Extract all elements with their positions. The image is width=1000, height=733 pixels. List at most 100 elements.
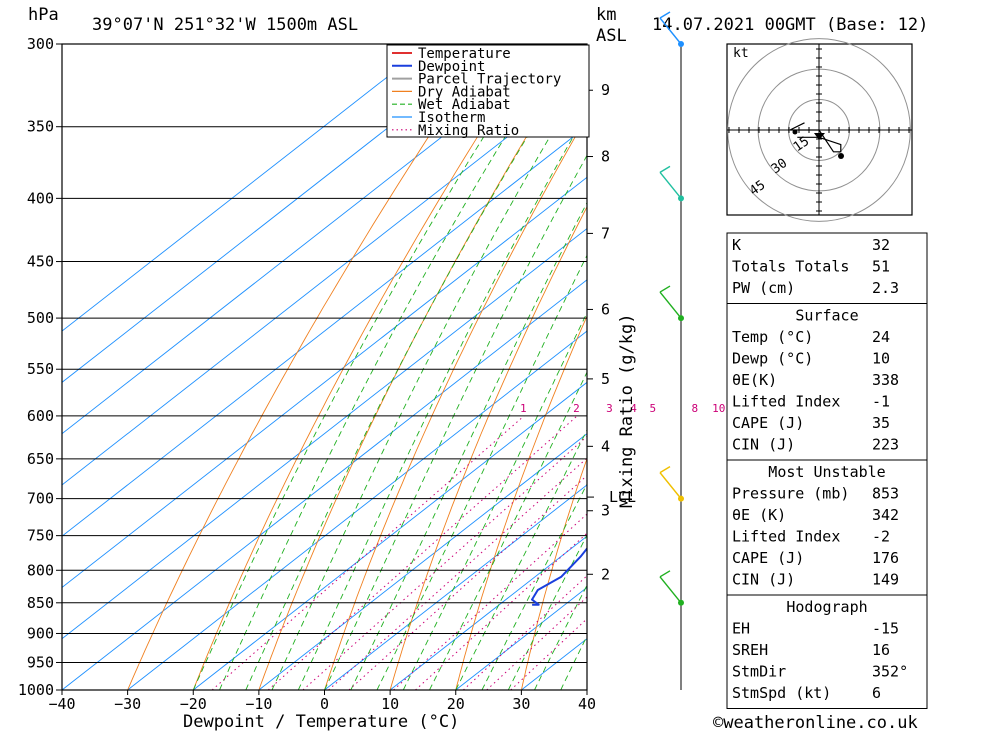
dewpoint-line: [531, 546, 587, 606]
wind-barb-flag: [659, 570, 671, 578]
wind-barb-flag: [659, 285, 671, 293]
legend-label: Isotherm: [418, 110, 485, 126]
hodograph-start-dot: [792, 129, 798, 135]
x-tick-label: 10: [381, 695, 399, 713]
isotherm-line: [62, 279, 587, 690]
surface-row-label: Temp (°C): [732, 328, 813, 346]
km-unit-label: km: [596, 5, 616, 25]
most-unstable-row-value: 342: [872, 506, 899, 524]
wet-adiabat-line: [507, 534, 587, 690]
hodograph-table-row-value: 352°: [872, 663, 908, 681]
most-unstable-row-value: -2: [872, 528, 890, 546]
km-tick-label: 4: [601, 437, 610, 455]
hodograph-table-row-value: 16: [872, 641, 890, 659]
pressure-tick-label: 900: [27, 624, 54, 642]
asl-unit-label: ASL: [596, 26, 627, 46]
pressure-tick-label: 1000: [18, 681, 54, 699]
dry-adiabat-line: [192, 44, 537, 690]
most-unstable-row-value: 176: [872, 549, 899, 567]
legend-label: Parcel Trajectory: [418, 72, 561, 88]
wet-adiabat-line: [219, 44, 564, 690]
surface-row-label: CIN (J): [732, 436, 795, 454]
mixing-ratio-label: 10: [712, 402, 725, 415]
most-unstable-row-label: Lifted Index: [732, 528, 840, 546]
km-tick-label: 8: [601, 148, 610, 166]
pressure-tick-label: 400: [27, 189, 54, 207]
pressure-tick-label: 750: [27, 527, 54, 545]
pressure-tick-label: 600: [27, 407, 54, 425]
pressure-tick-label: 500: [27, 309, 54, 327]
most-unstable-row-value: 149: [872, 571, 899, 589]
isotherm-line: [62, 74, 587, 486]
surface-row-label: Dewp (°C): [732, 350, 813, 368]
surface-box: [726, 303, 928, 461]
mixing-ratio-line: [328, 457, 587, 690]
hodograph-table-row-label: EH: [732, 620, 750, 638]
isotherm-line: [389, 535, 587, 690]
km-tick-label: 7: [601, 224, 610, 242]
pressure-tick-label: 350: [27, 118, 54, 136]
hpa-unit-label: hPa: [28, 5, 59, 25]
hodograph-ring-label: 15: [791, 134, 812, 155]
hodograph-unit: kt: [733, 46, 749, 61]
hodograph-table-title: Hodograph: [786, 598, 867, 616]
mixing-ratio-line: [462, 575, 587, 690]
surface-row-value: 35: [872, 414, 890, 432]
indices-row-label: K: [732, 236, 741, 254]
legend-label: Dry Adiabat: [418, 84, 511, 100]
isotherm-line: [127, 330, 587, 690]
plot-frame: [61, 43, 588, 691]
mixing-ratio-label: 8: [692, 402, 699, 415]
legend-label: Dewpoint: [418, 59, 485, 75]
most-unstable-box: [726, 459, 928, 596]
pressure-tick-label: 950: [27, 653, 54, 671]
wet-adiabat-line: [402, 311, 587, 690]
wind-barb-staff: [659, 17, 682, 45]
legend-label: Mixing Ratio: [418, 123, 519, 139]
wet-adiabat-line: [534, 584, 587, 690]
pressure-tick-label: 700: [27, 490, 54, 508]
wind-barb-flag: [659, 165, 671, 173]
wind-profile: [659, 11, 684, 690]
x-tick-label: 20: [447, 695, 465, 713]
most-unstable-row-label: CAPE (J): [732, 549, 804, 567]
indices-row-label: PW (cm): [732, 279, 795, 297]
dry-adiabat-line: [324, 115, 587, 690]
location-title: 39°07'N 251°32'W 1500m ASL: [92, 15, 358, 35]
isotherm-line: [192, 381, 587, 690]
mixing-ratio-label: 1: [520, 402, 527, 415]
most-unstable-row-value: 853: [872, 485, 899, 503]
pressure-tick-label: 450: [27, 253, 54, 271]
wind-barb-staff: [659, 472, 682, 500]
hodograph-ring-label: 45: [747, 178, 768, 199]
hodograph-storm-dot: [838, 153, 844, 159]
wet-adiabat-line: [481, 483, 587, 690]
dry-adiabat-line: [980, 44, 1000, 690]
wind-barb-staff: [659, 291, 682, 319]
mixing-ratio-line: [348, 474, 587, 690]
sounding-series: [531, 546, 587, 606]
x-tick-label: 0: [320, 695, 329, 713]
pressure-tick-label: 800: [27, 561, 54, 579]
wet-adiabat-line: [245, 44, 585, 690]
indices-box: [726, 232, 928, 304]
x-tick-label: −20: [180, 695, 207, 713]
mixing-ratio-line: [302, 435, 587, 690]
indices-row-value: 32: [872, 236, 890, 254]
km-tick-label: 3: [601, 502, 610, 520]
pressure-tick-label: 850: [27, 594, 54, 612]
isotherm-line: [62, 176, 587, 589]
isotherm-line: [62, 44, 430, 332]
isotherm-line: [62, 44, 562, 435]
km-tick-label: 5: [601, 370, 610, 388]
indices-tables: K 32 Totals Totals 51 PW (cm) 2.3 Surface Temp …: [726, 232, 928, 709]
wet-adiabat-line: [376, 254, 587, 690]
surface-title: Surface: [795, 307, 858, 325]
x-tick-label: −40: [48, 695, 75, 713]
dry-adiabat-line: [127, 44, 491, 690]
x-tick-label: 30: [512, 695, 530, 713]
hodograph-table-row-value: 6: [872, 684, 881, 702]
legend-box: [386, 44, 590, 138]
surface-row-label: θE(K): [732, 371, 777, 389]
